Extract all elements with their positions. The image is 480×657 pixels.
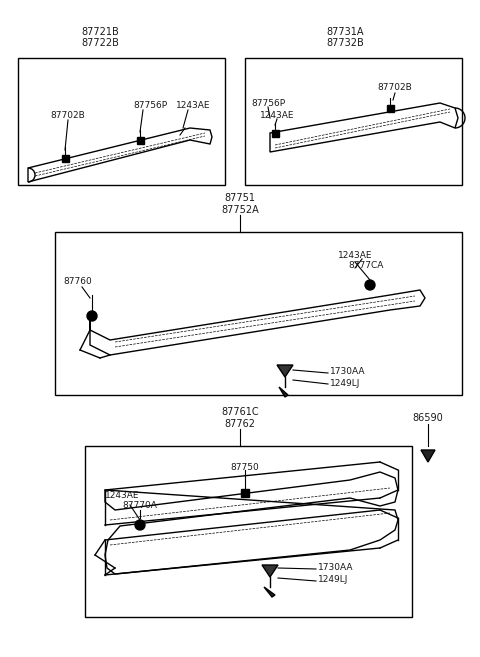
Circle shape bbox=[87, 311, 97, 321]
Circle shape bbox=[135, 520, 145, 530]
Bar bbox=[136, 137, 144, 143]
Polygon shape bbox=[262, 565, 278, 577]
Text: 87756P: 87756P bbox=[251, 99, 285, 108]
Text: 87731A: 87731A bbox=[326, 27, 364, 37]
Text: 87752A: 87752A bbox=[221, 205, 259, 215]
Text: 8777CA: 8777CA bbox=[348, 260, 384, 269]
Bar bbox=[241, 489, 249, 497]
Text: 87702B: 87702B bbox=[50, 110, 85, 120]
Text: 1243AE: 1243AE bbox=[338, 250, 372, 260]
Text: 87732B: 87732B bbox=[326, 38, 364, 48]
Text: 87756P: 87756P bbox=[133, 101, 167, 110]
Circle shape bbox=[365, 280, 375, 290]
Bar bbox=[55, 232, 462, 395]
Polygon shape bbox=[264, 587, 275, 597]
Text: 86590: 86590 bbox=[413, 413, 444, 423]
Bar bbox=[245, 58, 462, 185]
Text: 87750: 87750 bbox=[230, 463, 259, 472]
Text: 1243AE: 1243AE bbox=[105, 491, 139, 501]
Text: 87762: 87762 bbox=[225, 419, 255, 429]
Text: 1243AE: 1243AE bbox=[260, 110, 294, 120]
Text: 87760: 87760 bbox=[64, 277, 92, 286]
Text: 1730AA: 1730AA bbox=[330, 367, 365, 376]
Text: 87702B: 87702B bbox=[378, 83, 412, 93]
Text: 1243AE: 1243AE bbox=[176, 101, 210, 110]
Text: 1249LJ: 1249LJ bbox=[330, 378, 360, 388]
Bar bbox=[61, 154, 69, 162]
Text: 1249LJ: 1249LJ bbox=[318, 576, 348, 585]
Text: 87770A: 87770A bbox=[122, 501, 157, 510]
Bar bbox=[18, 58, 225, 185]
Polygon shape bbox=[421, 450, 435, 462]
Bar bbox=[85, 446, 412, 617]
Polygon shape bbox=[277, 365, 293, 377]
Text: 87722B: 87722B bbox=[81, 38, 119, 48]
Text: 87761C: 87761C bbox=[221, 407, 259, 417]
Bar bbox=[272, 129, 278, 137]
Bar bbox=[386, 104, 394, 112]
Text: 87721B: 87721B bbox=[81, 27, 119, 37]
Text: 87751: 87751 bbox=[225, 193, 255, 203]
Polygon shape bbox=[279, 387, 288, 397]
Text: 1730AA: 1730AA bbox=[318, 564, 353, 572]
